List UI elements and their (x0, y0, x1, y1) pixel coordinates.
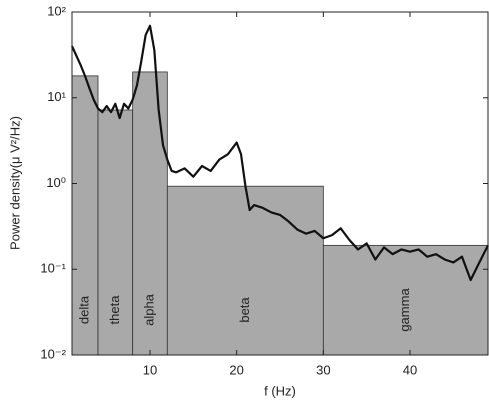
band-label: gamma (397, 288, 412, 332)
band-label: delta (76, 295, 91, 324)
spectrum-line (70, 24, 489, 282)
x-tick-label: 20 (229, 362, 243, 377)
x-tick-label: 40 (403, 362, 417, 377)
band-label: alpha (141, 293, 156, 326)
y-tick-label: 10⁻² (40, 346, 66, 361)
band-bar (322, 244, 489, 356)
x-axis-label: f (Hz) (264, 383, 296, 398)
y-tick-label: 10⁰ (46, 175, 66, 190)
x-tick-label: 30 (316, 362, 330, 377)
y-axis-label: Power density(μ V²/Hz) (7, 116, 22, 250)
x-tick-label: 10 (143, 362, 157, 377)
band-bar (71, 75, 99, 356)
band-bar (132, 71, 168, 356)
band-label: theta (107, 295, 122, 325)
band-bar (166, 185, 324, 356)
y-tick-label: 10² (47, 3, 66, 18)
y-tick-label: 10⁻¹ (40, 261, 66, 276)
band-bar (97, 109, 134, 356)
y-tick-label: 10¹ (47, 89, 66, 104)
band-label: beta (237, 297, 252, 323)
